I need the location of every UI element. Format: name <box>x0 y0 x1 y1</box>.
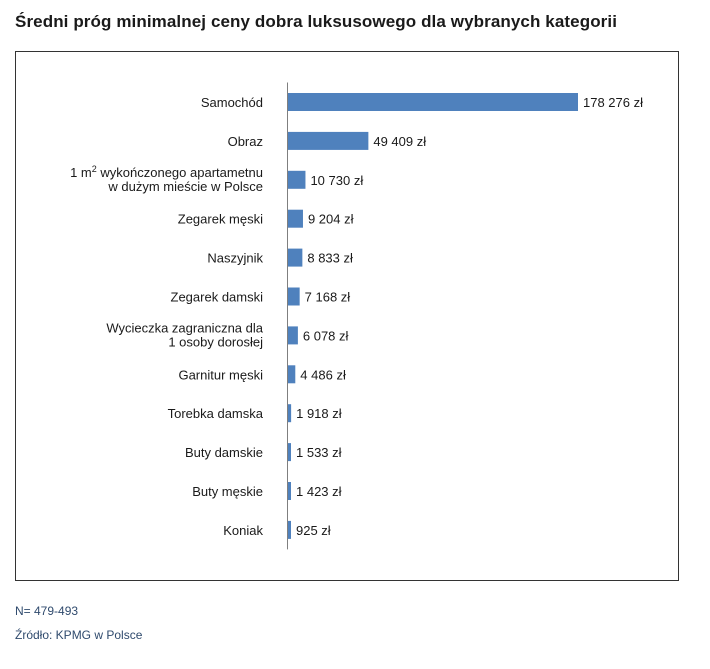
category-label-8: Torebka damska <box>168 406 264 421</box>
category-label-10: Buty męskie <box>192 484 263 499</box>
value-label-9: 1 533 zł <box>296 445 342 460</box>
bar-9 <box>288 443 291 462</box>
source-note: Źródło: KPMG w Polsce <box>15 628 143 642</box>
category-label-4: Naszyjnik <box>207 251 263 266</box>
value-label-7: 4 486 zł <box>300 367 346 382</box>
value-label-10: 1 423 zł <box>296 484 342 499</box>
bar-7 <box>288 365 296 384</box>
bar-2 <box>288 170 306 189</box>
category-label-3: Zegarek męski <box>178 212 263 227</box>
category-label-5: Zegarek damski <box>171 290 264 305</box>
category-label-11: Koniak <box>223 523 263 538</box>
bar-0 <box>288 93 578 111</box>
category-labels-group: Samochód Obraz 1 m2 wykończonego apartamet… <box>70 95 264 538</box>
chart-frame <box>15 51 679 581</box>
value-label-5: 7 168 zł <box>305 290 351 305</box>
bar-6 <box>288 326 298 345</box>
value-labels-group: 178 276 zł 49 409 zł 10 730 zł 9 204 zł 8 83… <box>296 95 643 538</box>
chart-title: Średni próg minimalnej ceny dobra luksus… <box>15 12 618 31</box>
sample-size-note: N= 479-493 <box>15 604 79 618</box>
bar-4 <box>288 248 303 267</box>
category-label-9: Buty damskie <box>185 445 263 460</box>
value-label-2: 10 730 zł <box>310 173 363 188</box>
category-label-0: Samochód <box>201 95 263 110</box>
category-label-7: Garnitur męski <box>178 367 263 382</box>
bar-11 <box>288 520 291 539</box>
category-label-2: 1 m2 wykończonego apartametnu w dużym mie… <box>70 164 263 194</box>
value-label-1: 49 409 zł <box>373 134 426 149</box>
category-label-6: Wycieczka zagraniczna dla 1 osoby dorosłe… <box>106 320 263 349</box>
bars-group <box>288 93 578 539</box>
bar-3 <box>288 209 303 228</box>
value-label-8: 1 918 zł <box>296 406 342 421</box>
bar-8 <box>288 404 292 423</box>
value-label-6: 6 078 zł <box>303 328 349 343</box>
value-label-3: 9 204 zł <box>308 212 354 227</box>
bar-10 <box>288 482 291 500</box>
bar-1 <box>288 131 369 150</box>
value-label-11: 925 zł <box>296 523 331 538</box>
bar-5 <box>288 287 300 306</box>
value-label-0: 178 276 zł <box>583 95 643 110</box>
value-label-4: 8 833 zł <box>307 251 353 266</box>
category-label-1: Obraz <box>228 134 263 149</box>
